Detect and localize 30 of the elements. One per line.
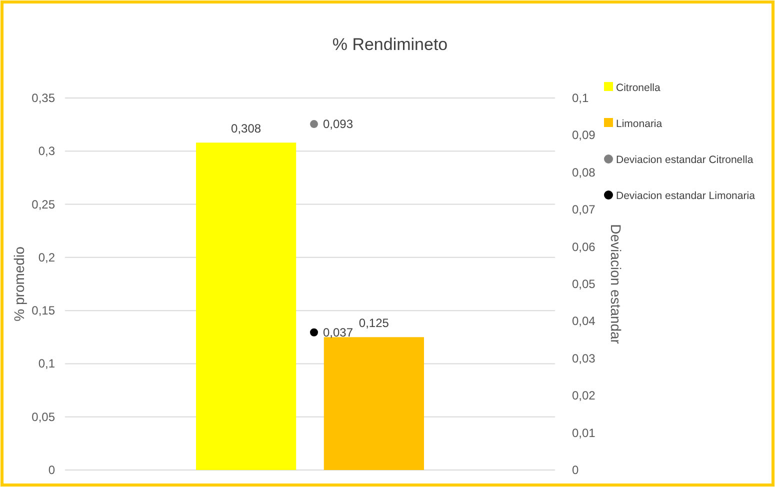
y-tick-label: 0,3: [38, 144, 56, 158]
chart-title: % Rendimineto: [332, 35, 448, 54]
y-tick-label: 0,35: [32, 91, 56, 105]
y2-tick-label: 0,03: [572, 351, 596, 366]
y-tick-label: 0,05: [32, 410, 56, 424]
y2-tick-label: 0,1: [572, 91, 590, 105]
y2-tick-label: 0,05: [572, 277, 596, 291]
legend-label: Citronella: [616, 82, 661, 94]
y2-tick-label: 0,04: [572, 314, 596, 328]
y-tick-label: 0,1: [38, 356, 56, 371]
y2-tick-label: 0,01: [572, 426, 596, 440]
y-tick-label: 0: [48, 463, 56, 477]
y-tick-label: 0,2: [38, 250, 56, 264]
y2-axis-title: Deviacion estandar: [608, 224, 624, 344]
y2-tick-label: 0,02: [572, 388, 596, 403]
data-label: 0,125: [358, 316, 390, 330]
y-tick-label: 0,15: [32, 304, 56, 318]
y2-tick-label: 0,06: [572, 240, 596, 254]
legend-label: Deviacion estandar Citronella: [616, 154, 754, 166]
legend-label: Deviacion estandar Limonaria: [616, 190, 756, 202]
y2-tick-label: 0: [572, 463, 579, 477]
y-tick-label: 0,25: [32, 197, 56, 212]
data-label: 0,308: [231, 122, 262, 136]
legend-label: Limonaria: [616, 118, 662, 130]
data-label: 0,093: [323, 117, 354, 132]
y2-tick-label: 0,07: [572, 202, 596, 217]
y2-tick-label: 0,08: [572, 165, 596, 180]
y-axis-title: % promedio: [11, 246, 27, 322]
y2-tick-label: 0,09: [572, 128, 596, 142]
data-label: 0,037: [323, 325, 354, 340]
